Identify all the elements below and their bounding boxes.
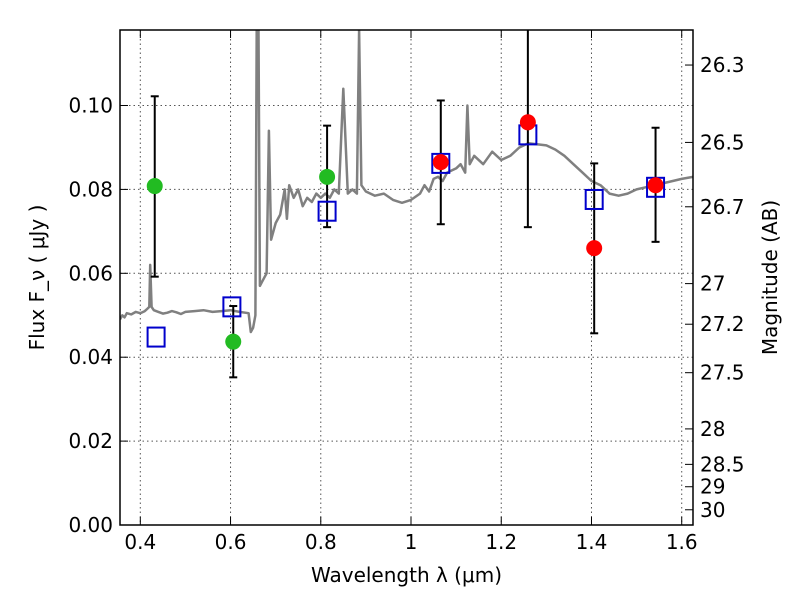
y-tick-label: 0.02 [68, 429, 113, 453]
red-photometry-point [432, 154, 449, 171]
y-tick-label: 0.10 [68, 94, 113, 118]
y2-tick-label: 27.2 [700, 312, 745, 336]
model-flux-square [584, 188, 604, 210]
y2-tick-label: 27.5 [700, 361, 745, 385]
green-photometry-point [146, 178, 163, 195]
y2-tick-label: 30 [700, 498, 725, 522]
y-tick-label: 0.00 [68, 513, 113, 537]
x-tick-label: 1.6 [666, 530, 698, 554]
y2-tick-label: 26.5 [700, 130, 745, 154]
red-photometry-point [586, 240, 603, 257]
y2-tick-label: 27 [700, 272, 725, 296]
model-flux-square [146, 326, 166, 348]
model-flux-square [222, 296, 242, 318]
y2-axis-title: Magnitude (AB) [758, 200, 782, 355]
x-tick-label: 0.8 [305, 530, 337, 554]
red-photometry-point [647, 177, 664, 194]
y2-tick-label: 26.7 [700, 195, 745, 219]
axes [119, 29, 694, 526]
y2-tick-label: 28 [700, 417, 725, 441]
plot-frame [119, 29, 694, 526]
y2-tick-label: 26.3 [700, 53, 745, 77]
x-tick-label: 0.6 [215, 530, 247, 554]
plot-area [120, 30, 693, 379]
y2-tick-label: 28.5 [700, 452, 745, 476]
x-tick-label: 1.2 [485, 530, 517, 554]
model-flux-square [431, 152, 451, 174]
green-photometry-point [225, 333, 242, 350]
x-tick-label: 1 [405, 530, 418, 554]
y-tick-label: 0.06 [68, 261, 113, 285]
x-axis-title: Wavelength λ (μm) [311, 563, 502, 587]
x-tick-label: 0.4 [124, 530, 156, 554]
green-photometry-point [319, 168, 336, 185]
model-spectrum-line [120, 30, 693, 334]
model-flux-square [317, 200, 337, 222]
x-tick-label: 1.4 [576, 530, 608, 554]
y-tick-label: 0.08 [68, 177, 113, 201]
y2-tick-label: 29 [700, 475, 725, 499]
grid [120, 30, 693, 526]
y-tick-label: 0.04 [68, 345, 113, 369]
axis-labels: 0.4 0.6 0.8 1 1.2 1.4 1.6 0.00 0.02 0.04 0.06 0.08 0… [25, 53, 782, 587]
red-photometry-point [519, 114, 536, 131]
y-axis-title: Flux F_ν ( μJy ) [25, 205, 49, 351]
